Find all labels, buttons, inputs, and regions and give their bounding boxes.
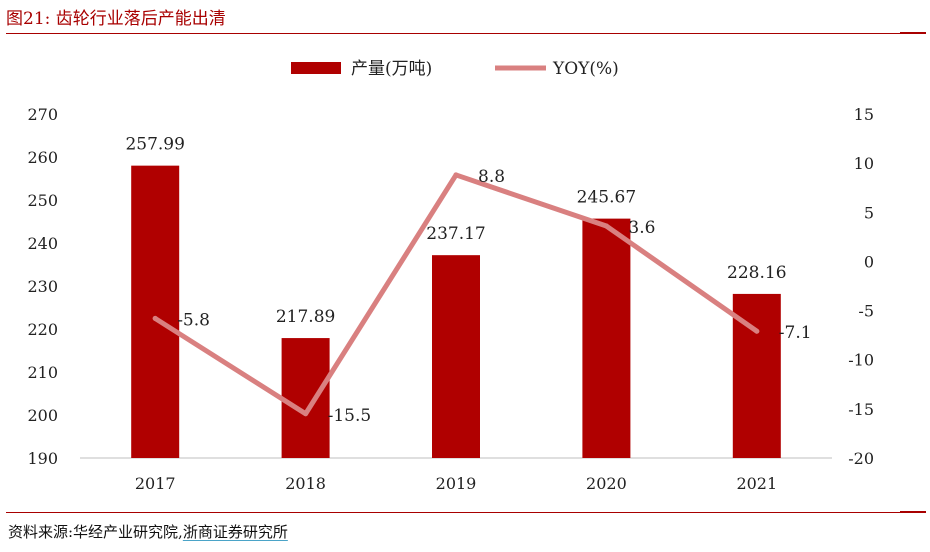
bar-value-label: 237.17 <box>426 224 485 244</box>
yoy-point-2021 <box>754 328 760 334</box>
bottom-rule <box>6 512 926 513</box>
data-labels: 257.99 217.89 237.17 245.67 228.16 -5.8 -15.5 8… <box>125 135 811 426</box>
bar-value-label: 228.16 <box>727 263 786 283</box>
bar-2020 <box>582 218 631 458</box>
y-left-tick-label: 270 <box>27 105 58 124</box>
legend-line-label: YOY(%) <box>552 59 619 79</box>
y-left-tick-label: 190 <box>27 449 58 468</box>
legend-bar-swatch <box>291 62 341 74</box>
yoy-point-2017 <box>152 315 158 321</box>
production-yoy-chart: 产量(万吨) YOY(%) 190 200 210 220 230 240 250 260 270… <box>27 59 874 493</box>
yoy-point-2020 <box>603 223 609 229</box>
y-right-tick-label: -5 <box>858 302 874 321</box>
source-prefix: 资料来源:华经产业研究院, <box>8 523 183 541</box>
y-left-tick-label: 250 <box>27 191 58 210</box>
axes: 190 200 210 220 230 240 250 260 270 -20 -15 -10 -5 0 5… <box>27 105 874 493</box>
x-tick-label: 2017 <box>135 474 176 493</box>
y-right-tick-label: 5 <box>864 203 874 222</box>
bar-value-label: 245.67 <box>577 188 636 208</box>
x-tick-label: 2020 <box>586 474 627 493</box>
source-publisher: 浙商证券研究所 <box>182 523 288 541</box>
yoy-value-label: -7.1 <box>779 323 812 343</box>
line-series <box>152 172 760 417</box>
x-tick-label: 2019 <box>436 474 477 493</box>
yoy-value-label: 8.8 <box>478 167 505 187</box>
legend-bar-label: 产量(万吨) <box>351 59 432 79</box>
y-right-tick-label: 15 <box>854 105 874 124</box>
yoy-value-label: -15.5 <box>328 406 372 426</box>
top-rule <box>6 33 926 34</box>
y-right-tick-label: 0 <box>864 252 874 271</box>
y-left-tick-label: 210 <box>27 363 58 382</box>
y-left-tick-label: 200 <box>27 406 58 425</box>
bar-series <box>131 165 781 458</box>
bar-value-label: 217.89 <box>276 307 335 327</box>
top-rule-accent <box>900 32 926 34</box>
y-left-tick-label: 240 <box>27 234 58 253</box>
bar-2018 <box>281 338 330 458</box>
bottom-rule-accent <box>900 511 926 513</box>
yoy-value-label: -5.8 <box>177 310 210 330</box>
y-left-tick-label: 230 <box>27 277 58 296</box>
y-right-tick-label: -20 <box>848 449 874 468</box>
y-right-tick-label: 10 <box>854 154 874 173</box>
y-right-tick-label: -10 <box>848 351 874 370</box>
y-left-tick-label: 260 <box>27 148 58 167</box>
bar-2017 <box>131 165 180 458</box>
source-note: 资料来源:华经产业研究院,浙商证券研究所 <box>8 521 288 542</box>
bar-value-label: 257.99 <box>125 135 184 155</box>
y-right-tick-label: -15 <box>848 400 874 419</box>
yoy-point-2018 <box>303 411 309 417</box>
yoy-point-2019 <box>453 172 459 178</box>
legend: 产量(万吨) YOY(%) <box>291 59 619 79</box>
yoy-value-label: 3.6 <box>628 218 655 238</box>
x-tick-label: 2021 <box>736 474 777 493</box>
bar-2019 <box>432 255 480 458</box>
y-left-tick-label: 220 <box>27 320 58 339</box>
x-tick-label: 2018 <box>285 474 326 493</box>
figure-title: 图21: 齿轮行业落后产能出清 <box>6 9 226 29</box>
